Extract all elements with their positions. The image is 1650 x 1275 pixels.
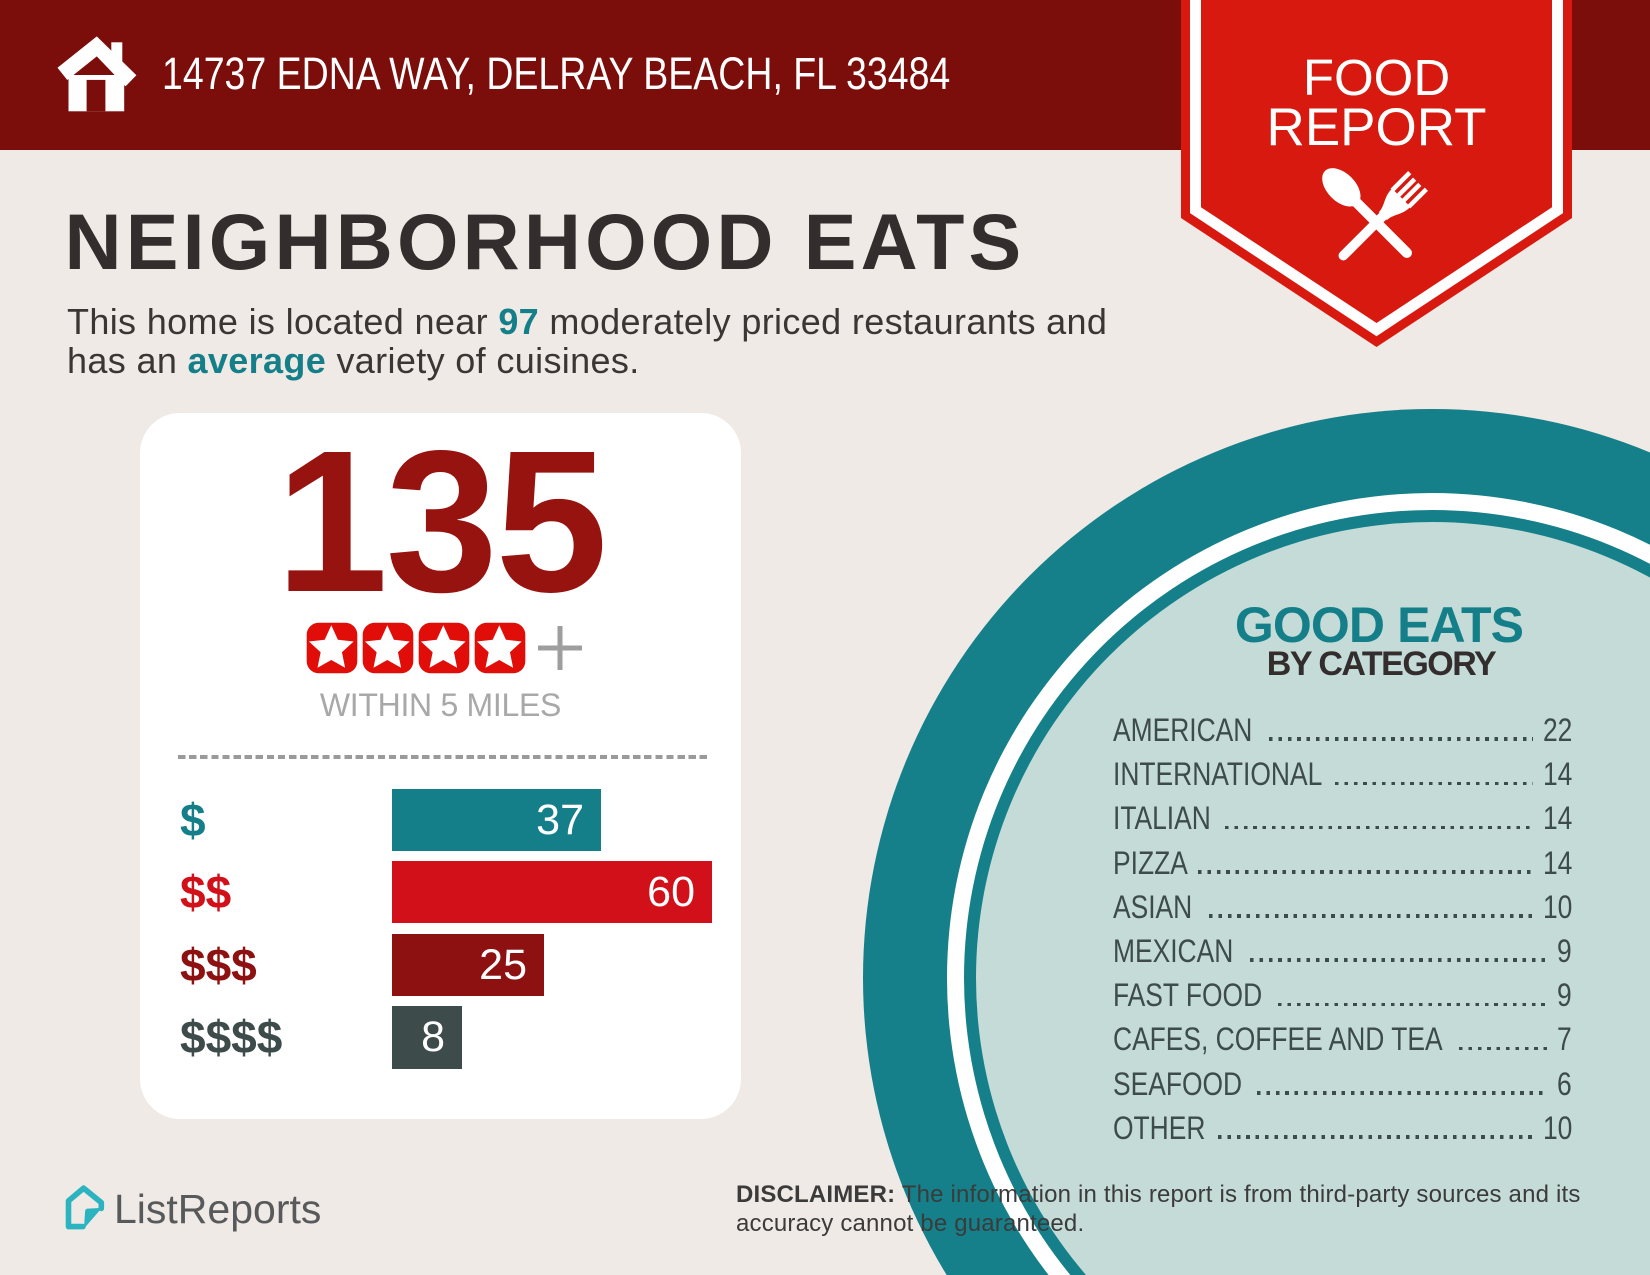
svg-text:FOOD: FOOD xyxy=(1303,49,1450,106)
svg-text:REPORT: REPORT xyxy=(1267,98,1487,157)
